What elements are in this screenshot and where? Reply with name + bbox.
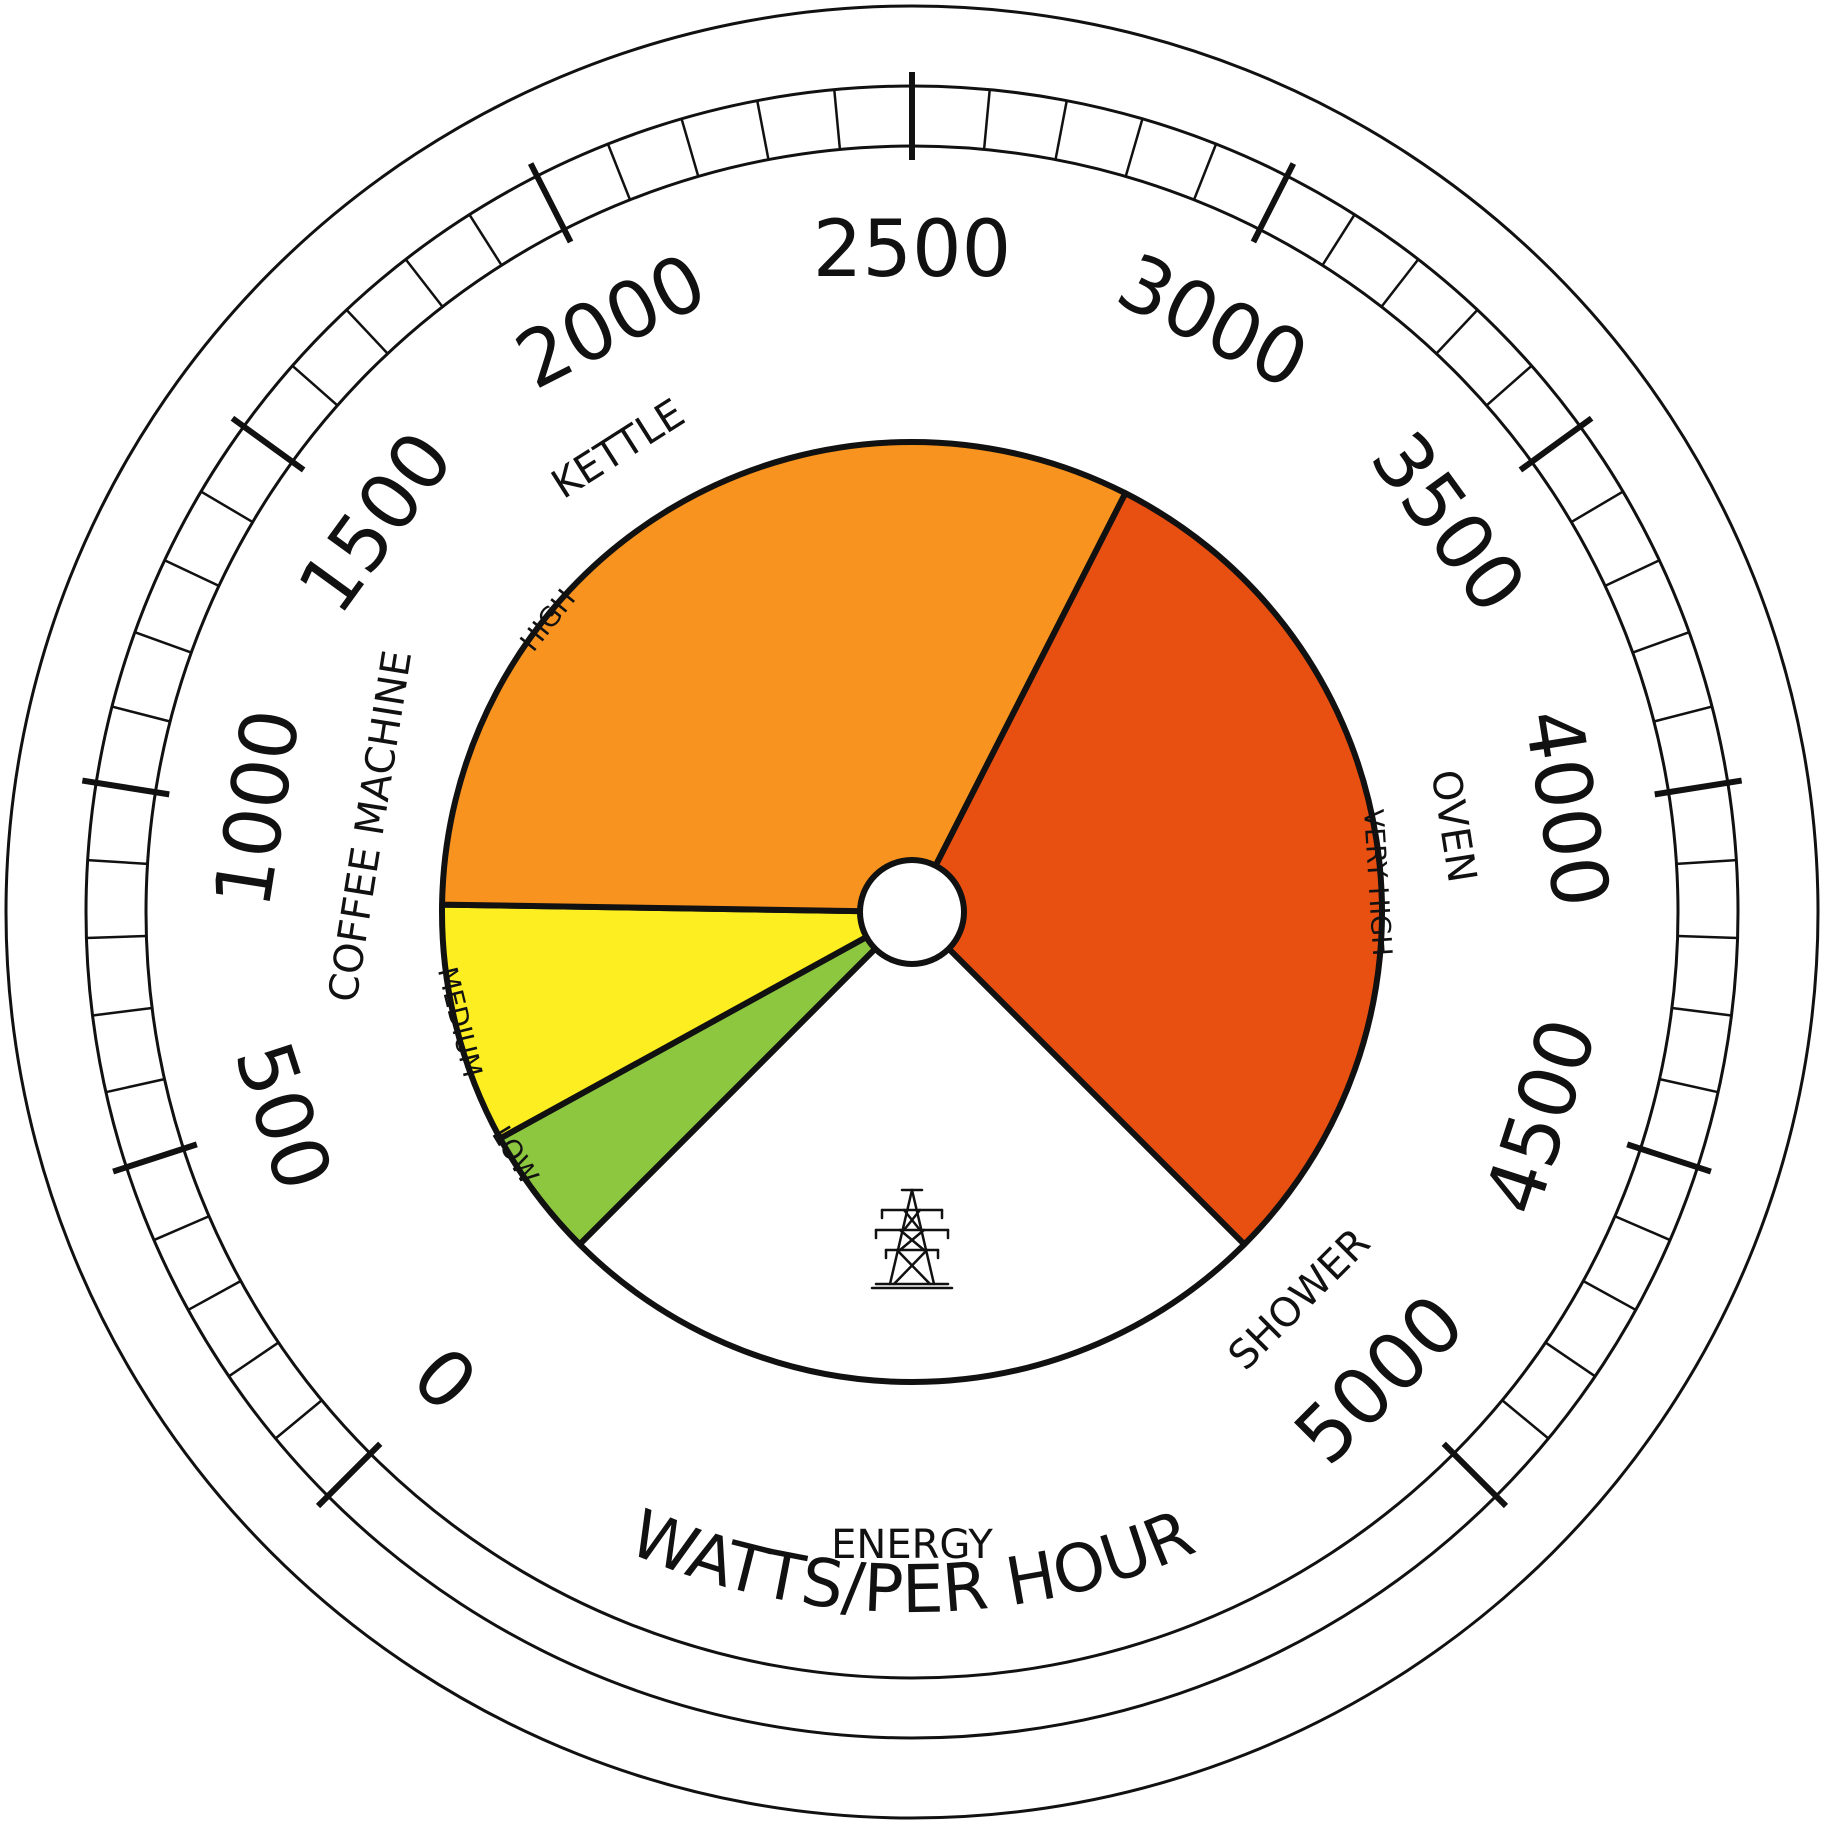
appliance-label: COFFEE MACHINE [320,647,421,1005]
scale-label: 1500 [282,416,471,630]
center-hub [857,857,967,967]
major-tick [1518,415,1594,473]
zone-wedge [439,439,1129,915]
appliance-label: OVEN [1422,767,1485,886]
minor-tick [86,934,147,940]
zone-wedge [439,901,915,1142]
scale-label: 0 [395,1331,494,1430]
major-tick [1441,1441,1509,1509]
minor-tick [153,1215,210,1242]
minor-tick [87,858,148,866]
minor-tick [1659,1077,1719,1094]
minor-tick [228,1341,280,1378]
minor-tick [274,1399,323,1440]
minor-tick [1582,1279,1637,1312]
major-tick [315,1441,383,1509]
empty-sector-arc [577,1242,1247,1385]
minor-tick [982,89,991,150]
minor-tick [1054,100,1069,160]
zone-wedge [909,490,1385,1248]
minor-tick [1435,309,1479,355]
scale-label: 2000 [503,237,721,407]
minor-tick [404,258,444,308]
minor-tick [164,559,220,587]
minor-tick [833,89,842,150]
minor-tick [1632,631,1690,654]
gauge-ring [4,4,1820,1820]
scale-label: 1000 [198,703,318,913]
major-tick [1654,777,1743,798]
major-tick [112,1141,198,1175]
caption-watts-per-hour: WATTS/PER HOUR [620,1495,1205,1629]
minor-tick [1501,1399,1550,1440]
minor-tick [1614,1215,1671,1242]
minor-tick [1671,1006,1732,1017]
appliance-label: KETTLE [544,390,693,508]
minor-tick [1485,364,1533,407]
power-pylon-icon [870,1188,954,1290]
minor-tick [755,100,770,160]
scale-label: 3000 [1104,237,1322,407]
scale-label: 2500 [813,205,1012,295]
minor-tick [606,143,632,201]
minor-tick [1604,559,1660,587]
minor-tick [92,1006,153,1017]
minor-tick [1321,213,1356,266]
major-tick [527,162,574,244]
scale-label: 4500 [1468,1008,1615,1225]
minor-tick [1677,934,1738,940]
minor-tick [1544,1341,1596,1378]
scale-label: 3500 [1353,416,1542,630]
major-tick [81,777,170,798]
gauge-ticks [81,72,1743,1509]
minor-tick [1676,858,1737,866]
minor-tick [1124,118,1144,177]
minor-tick [1380,258,1420,308]
minor-tick [187,1279,242,1312]
caption-energy: ENERGY [831,1522,993,1568]
major-tick [1250,162,1297,244]
minor-tick [1192,143,1218,201]
caption-large-text: WATTS/PER HOUR [620,1495,1205,1629]
minor-tick [291,364,339,407]
minor-tick [680,118,700,177]
minor-tick [105,1077,165,1094]
minor-tick [200,490,254,524]
gauge-center [857,857,967,967]
minor-tick [134,631,192,654]
minor-tick [468,213,503,266]
major-tick [230,415,306,473]
minor-tick [345,309,389,355]
minor-tick [1570,490,1624,524]
scale-label: 4000 [1506,703,1626,913]
scale-label: 500 [217,1032,349,1201]
minor-tick [111,705,171,723]
minor-tick [1653,705,1713,723]
major-tick [1626,1141,1712,1175]
